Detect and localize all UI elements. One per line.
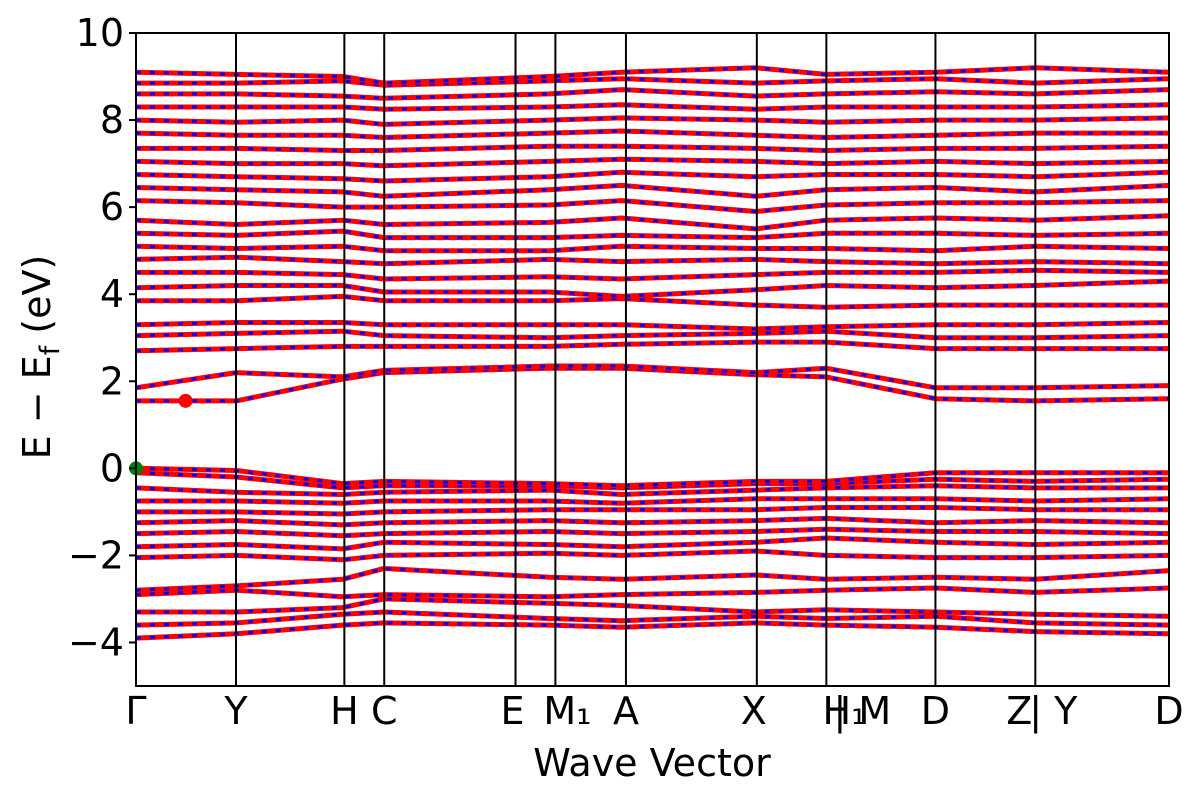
band-23-spin-down: [136, 244, 1169, 253]
x-tick-label: Z: [1006, 689, 1032, 733]
band-18-spin-down: [136, 321, 1169, 331]
band-4-spin-down: [136, 566, 1169, 592]
x-tick-label: E: [501, 689, 525, 733]
band-16-spin-down: [136, 340, 1169, 353]
x-tick-label: Γ: [125, 689, 146, 733]
x-axis-label: Wave Vector: [533, 741, 771, 785]
axes-frame: [135, 32, 1170, 687]
x-tick-label: H: [330, 689, 359, 733]
x-tick-label: C: [371, 689, 398, 733]
y-axis-label-sub: f: [35, 344, 66, 355]
x-tick-label: A: [613, 689, 639, 733]
band-28-spin-down: [136, 170, 1169, 183]
x-tick-label: | M: [834, 689, 892, 734]
band-20-spin-up: [136, 278, 1169, 299]
band-14-spin-down: [136, 366, 1169, 403]
band-32-spin-down: [136, 116, 1169, 126]
band-21-spin-down: [136, 268, 1169, 281]
band-35-spin-down: [136, 77, 1169, 87]
band-20-spin-down: [136, 279, 1169, 298]
band-22-spin-down: [136, 255, 1169, 266]
band-2-spin-up: [136, 596, 1169, 619]
y-tick-label: 8: [100, 98, 124, 142]
band-3-spin-down: [136, 586, 1169, 599]
band-5-spin-down: [136, 549, 1169, 562]
band-27-spin-down: [136, 183, 1169, 198]
y-tick-label: 2: [100, 359, 124, 403]
x-tick-label: M₁: [543, 689, 591, 733]
y-tick-label: −4: [68, 620, 124, 664]
x-tick-label: | Y: [1029, 689, 1078, 734]
band-1-spin-down: [136, 610, 1169, 627]
band-24-spin-down: [136, 229, 1169, 240]
x-tick-label: Y: [223, 689, 248, 733]
cbm-marker: [178, 393, 193, 408]
y-tick-label: 6: [100, 185, 124, 229]
x-tick-label: D: [921, 689, 950, 733]
y-axis-label-unit: (eV): [15, 255, 59, 346]
band-8-spin-down: [136, 516, 1169, 527]
band-36-spin-down: [136, 66, 1169, 85]
band-13-spin-down: [136, 466, 1169, 488]
band-12-spin-down: [136, 471, 1169, 490]
band-7-spin-down: [136, 527, 1169, 538]
band-11-spin-down: [136, 484, 1169, 497]
band-30-spin-down: [136, 144, 1169, 153]
y-axis-label: E − Ef (eV): [15, 255, 66, 460]
axes: −4 −2 0 2 4 6 8 10 Γ Y H C E M₁ A X H₁| M D Z| Y D: [68, 11, 1184, 734]
band-31-spin-down: [136, 129, 1169, 140]
y-tick-label: 4: [100, 272, 124, 316]
band-25-spin-down: [136, 214, 1169, 231]
band-29-spin-down: [136, 157, 1169, 168]
band-26-spin-down: [136, 199, 1169, 214]
x-tick-label: D: [1154, 689, 1183, 733]
y-tick-label: 10: [76, 11, 124, 55]
y-tick-label: 0: [100, 446, 124, 490]
band-2-spin-down: [136, 597, 1169, 618]
band-33-spin-down: [136, 103, 1169, 111]
band-15-spin-up: [136, 363, 1169, 391]
band-34-spin-down: [136, 88, 1169, 100]
band-9-spin-down: [136, 506, 1169, 516]
y-axis-label-main: E − E: [15, 355, 59, 459]
band-17-spin-down: [136, 329, 1169, 340]
band-19-spin-down: [136, 294, 1169, 309]
plot-area: [129, 65, 1169, 641]
band-0-spin-down: [136, 621, 1169, 640]
y-tick-label: −2: [68, 533, 124, 577]
x-tick-label: X: [741, 689, 767, 733]
band-10-spin-down: [136, 497, 1169, 505]
x-tick-label: H₁: [822, 689, 866, 733]
band-15-spin-down: [136, 364, 1169, 390]
band-6-spin-down: [136, 536, 1169, 551]
